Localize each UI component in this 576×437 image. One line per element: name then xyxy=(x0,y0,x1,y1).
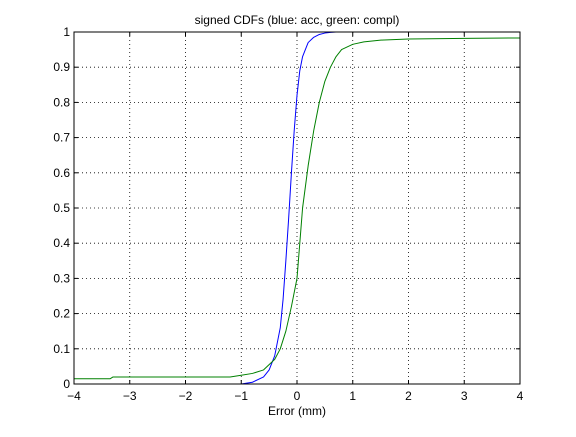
x-tick-label: −1 xyxy=(234,389,248,403)
x-axis-label: Error (mm) xyxy=(268,404,326,418)
chart-title: signed CDFs (blue: acc, green: compl) xyxy=(195,13,400,27)
y-tick-label: 0 xyxy=(63,377,70,391)
x-tick-label: −2 xyxy=(179,389,193,403)
y-tick-label: 0.6 xyxy=(53,166,70,180)
y-tick-label: 1 xyxy=(63,25,70,39)
y-tick-label: 0.4 xyxy=(53,236,70,250)
y-tick-label: 0.1 xyxy=(53,342,70,356)
y-tick-label: 0.9 xyxy=(53,60,70,74)
acc-series-line xyxy=(154,31,342,385)
x-tick-label: −4 xyxy=(67,389,81,403)
series-lines xyxy=(74,31,521,385)
x-tick-label: 3 xyxy=(461,389,468,403)
x-tick-label: −3 xyxy=(123,389,137,403)
x-tick-label: 2 xyxy=(405,389,412,403)
x-tick-label: 4 xyxy=(517,389,524,403)
y-tick-label: 0.2 xyxy=(53,307,70,321)
y-tick-label: 0.5 xyxy=(53,201,70,215)
y-tick-label: 0.3 xyxy=(53,271,70,285)
y-tick-label: 0.8 xyxy=(53,95,70,109)
grid-lines xyxy=(74,32,520,384)
x-tick-label: 0 xyxy=(294,389,301,403)
compl-series-line xyxy=(74,37,521,380)
y-tick-label: 0.7 xyxy=(53,131,70,145)
x-tick-label: 1 xyxy=(349,389,356,403)
axis-ticks: −4 −3 −2 −1 0 1 2 3 4 0 0.1 0.2 0.3 0.4 0.5 0.6 0.7 0.8 0.… xyxy=(53,25,523,403)
